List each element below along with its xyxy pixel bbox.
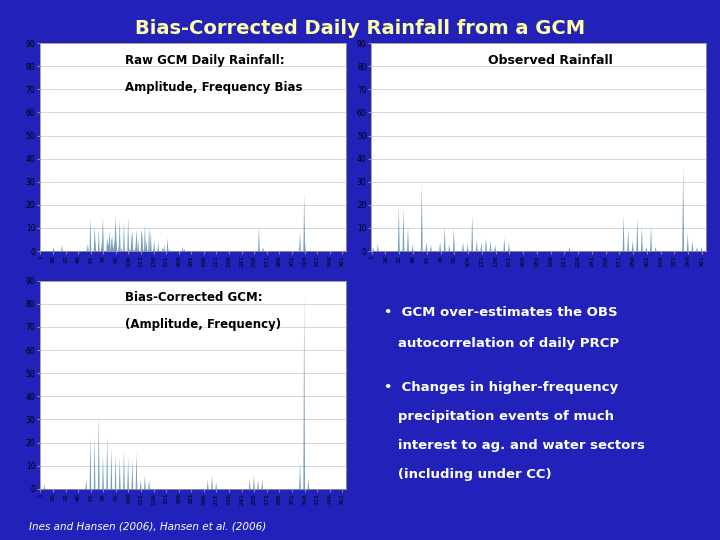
Text: Amplitude, Frequency Bias: Amplitude, Frequency Bias [125, 80, 303, 93]
Text: Raw GCM Daily Rainfall:: Raw GCM Daily Rainfall: [125, 53, 285, 66]
Text: •  Changes in higher-frequency: • Changes in higher-frequency [384, 381, 618, 394]
Text: Observed Rainfall: Observed Rainfall [488, 53, 613, 66]
Text: autocorrelation of daily PRCP: autocorrelation of daily PRCP [384, 337, 619, 350]
Text: (including under CC): (including under CC) [384, 468, 552, 481]
Text: Bias-Corrected GCM:: Bias-Corrected GCM: [125, 291, 263, 304]
Text: Bias-Corrected Daily Rainfall from a GCM: Bias-Corrected Daily Rainfall from a GCM [135, 19, 585, 38]
Text: Ines and Hansen (2006), Hansen et al. (2006): Ines and Hansen (2006), Hansen et al. (2… [29, 522, 266, 532]
Text: interest to ag. and water sectors: interest to ag. and water sectors [384, 439, 645, 452]
Text: precipitation events of much: precipitation events of much [384, 410, 614, 423]
Text: (Amplitude, Frequency): (Amplitude, Frequency) [125, 318, 282, 331]
Text: •  GCM over-estimates the OBS: • GCM over-estimates the OBS [384, 306, 618, 319]
